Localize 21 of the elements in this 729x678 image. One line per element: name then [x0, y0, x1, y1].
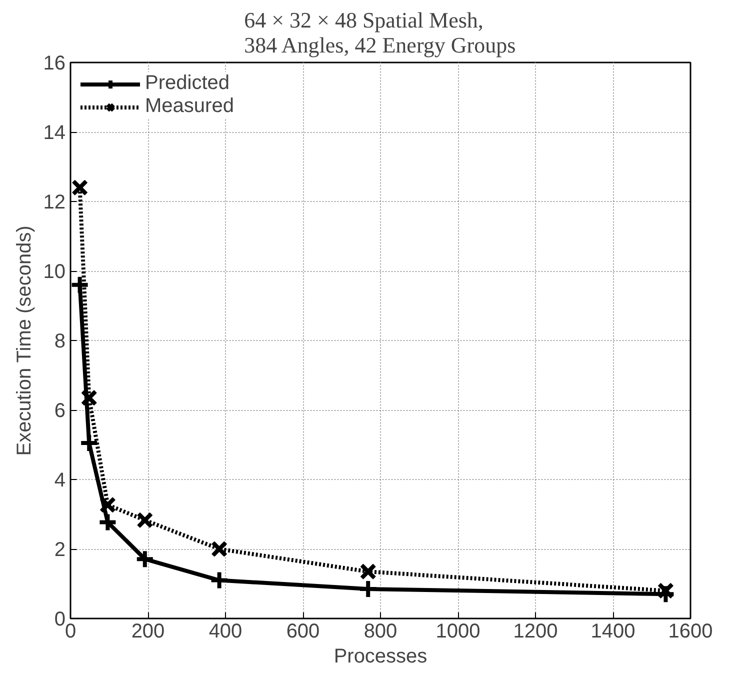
x-tick-label: 1400 — [590, 620, 636, 642]
x-axis-title: Processes — [334, 646, 428, 668]
y-tick-label: 8 — [54, 330, 66, 352]
x-tick-label: 400 — [208, 620, 242, 642]
legend-label: Predicted — [145, 72, 230, 95]
y-tick-label: 16 — [43, 52, 66, 74]
x-tick-label: 1000 — [436, 620, 480, 642]
chart-title: 64 × 32 × 48 Spatial Mesh, 384 Angles, 42 Energy Groups — [244, 8, 516, 58]
x-tick-label: 1600 — [668, 620, 713, 642]
y-tick-label: 2 — [54, 539, 66, 561]
y-axis-title: Execution Time (seconds) — [13, 226, 36, 456]
y-tick-label: 12 — [43, 192, 66, 214]
y-tick-label: 6 — [54, 400, 66, 422]
y-tick-label: 10 — [43, 261, 66, 283]
x-tick-label: 200 — [131, 620, 165, 642]
y-tick-label: 14 — [43, 122, 66, 144]
x-tick-label: 600 — [286, 620, 320, 642]
x-tick-label: 1200 — [513, 620, 558, 642]
legend-label: Measured — [145, 95, 234, 118]
x-tick-label: 800 — [364, 620, 398, 642]
y-tick-label: 4 — [54, 470, 66, 492]
